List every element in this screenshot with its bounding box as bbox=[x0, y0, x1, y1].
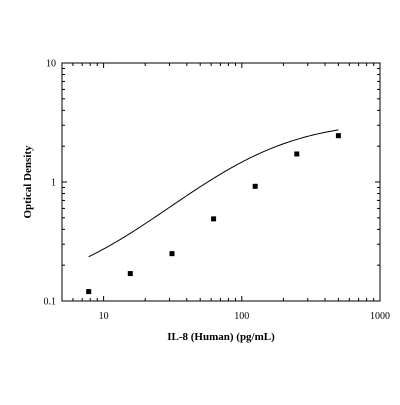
x-tick-label: 10 bbox=[99, 311, 109, 322]
x-tick-label: 1000 bbox=[370, 311, 390, 322]
data-points bbox=[86, 133, 341, 295]
fit-curve-group bbox=[88, 129, 339, 258]
data-point bbox=[294, 151, 300, 157]
x-axis-ticks: 10 100 1000 bbox=[61, 63, 390, 322]
y-axis-ticks: 0.1 1 10 bbox=[44, 59, 380, 308]
data-point bbox=[86, 289, 92, 295]
y-tick-label: 0.1 bbox=[44, 297, 57, 308]
y-tick-label: 1 bbox=[51, 178, 56, 189]
data-point bbox=[335, 133, 341, 139]
data-point bbox=[252, 183, 258, 189]
fit-curve bbox=[88, 129, 339, 258]
data-point bbox=[211, 216, 217, 222]
data-point bbox=[127, 271, 133, 277]
data-point bbox=[169, 251, 175, 257]
x-tick-label: 100 bbox=[234, 311, 249, 322]
y-axis-label: Optical Density bbox=[22, 145, 34, 219]
x-axis-label: IL-8 (Human) (pg/mL) bbox=[167, 331, 275, 343]
plot-frame bbox=[61, 62, 381, 302]
y-tick-label: 10 bbox=[46, 59, 56, 70]
